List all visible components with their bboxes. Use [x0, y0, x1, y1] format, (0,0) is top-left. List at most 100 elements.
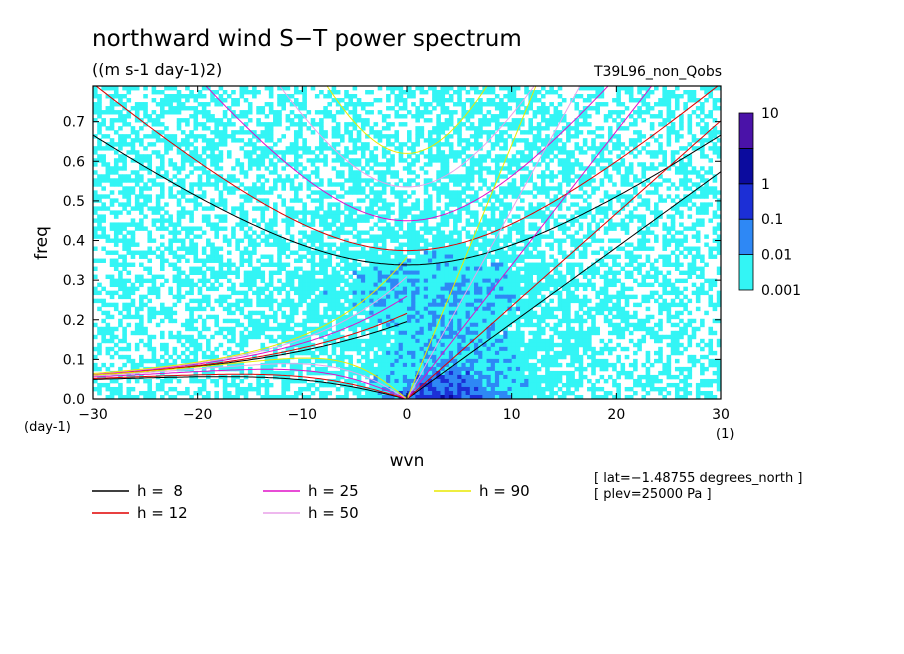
- heatmap-cell: [469, 294, 475, 300]
- heatmap-cell: [599, 182, 605, 187]
- heatmap-cell: [716, 242, 721, 247]
- heatmap-cell: [473, 162, 479, 167]
- heatmap-cell: [109, 314, 115, 320]
- heatmap-cell: [314, 314, 320, 320]
- heatmap-cell: [260, 230, 266, 235]
- heatmap-cell: [402, 254, 408, 259]
- heatmap-cell: [348, 134, 353, 139]
- heatmap-cell: [465, 306, 471, 312]
- heatmap-cell: [486, 254, 492, 259]
- heatmap-cell: [323, 290, 328, 296]
- heatmap-cell: [674, 262, 680, 267]
- heatmap-cell: [155, 122, 161, 127]
- heatmap-cell: [109, 110, 115, 115]
- heatmap-cell: [407, 86, 412, 91]
- heatmap-cell: [582, 182, 588, 187]
- heatmap-cell: [628, 94, 634, 99]
- heatmap-cell: [373, 262, 379, 267]
- heatmap-cell: [511, 298, 517, 304]
- heatmap-cell: [218, 298, 224, 304]
- heatmap-cell: [189, 218, 194, 223]
- heatmap-cell: [591, 146, 596, 151]
- heatmap-cell: [411, 178, 416, 183]
- heatmap-cell: [151, 310, 157, 316]
- heatmap-cell: [628, 274, 634, 280]
- heatmap-cell: [637, 86, 642, 91]
- heatmap-cell: [473, 90, 479, 95]
- heatmap-cell: [482, 290, 487, 296]
- heatmap-cell: [662, 234, 667, 239]
- heatmap-cell: [139, 186, 144, 191]
- heatmap-cell: [159, 306, 165, 312]
- heatmap-cell: [553, 194, 559, 199]
- heatmap-cell: [524, 146, 529, 151]
- heatmap-cell: [633, 310, 638, 316]
- heatmap-cell: [457, 286, 462, 292]
- heatmap-cell: [524, 158, 529, 163]
- heatmap-cell: [365, 278, 370, 284]
- heatmap-cell: [268, 130, 274, 135]
- heatmap-cell: [515, 226, 521, 231]
- heatmap-cell: [344, 214, 349, 219]
- heatmap-cell: [268, 190, 274, 195]
- heatmap-cell: [101, 134, 106, 139]
- heatmap-cell: [260, 130, 266, 135]
- heatmap-cell: [172, 194, 178, 199]
- heatmap-cell: [499, 98, 504, 103]
- heatmap-cell: [658, 310, 663, 316]
- heatmap-cell: [587, 234, 592, 239]
- heatmap-cell: [486, 222, 492, 227]
- heatmap-cell: [540, 154, 546, 159]
- heatmap-cell: [197, 166, 203, 171]
- heatmap-cell: [113, 250, 119, 255]
- heatmap-cell: [545, 162, 550, 167]
- heatmap-cell: [658, 294, 663, 300]
- heatmap-cell: [172, 278, 178, 284]
- heatmap-cell: [386, 282, 391, 288]
- heatmap-cell: [226, 302, 232, 308]
- heatmap-cell: [486, 282, 492, 288]
- heatmap-cell: [310, 218, 316, 223]
- heatmap-cell: [666, 138, 672, 143]
- heatmap-cell: [465, 218, 471, 223]
- heatmap-cell: [360, 122, 366, 127]
- heatmap-cell: [561, 98, 567, 103]
- heatmap-cell: [97, 182, 102, 187]
- heatmap-cell: [327, 254, 333, 259]
- heatmap-cell: [155, 206, 161, 211]
- heatmap-cell: [448, 110, 454, 115]
- heatmap-cell: [553, 154, 559, 159]
- heatmap-cell: [528, 254, 533, 259]
- heatmap-cell: [264, 86, 270, 91]
- heatmap-cell: [670, 286, 676, 292]
- heatmap-cell: [331, 266, 337, 271]
- heatmap-cell: [348, 110, 353, 115]
- heatmap-cell: [134, 134, 140, 139]
- heatmap-cell: [386, 158, 391, 163]
- heatmap-cell: [595, 158, 600, 163]
- heatmap-cell: [256, 166, 261, 171]
- heatmap-cell: [277, 102, 282, 107]
- heatmap-cell: [616, 94, 621, 99]
- heatmap-cell: [649, 266, 655, 271]
- heatmap-cell: [293, 250, 299, 255]
- heatmap-cell: [264, 198, 270, 203]
- heatmap-cell: [503, 142, 508, 147]
- heatmap-cell: [155, 114, 161, 119]
- heatmap-cell: [285, 290, 291, 296]
- heatmap-cell: [637, 230, 642, 235]
- heatmap-cell: [222, 238, 228, 243]
- heatmap-cell: [189, 238, 194, 243]
- heatmap-cell: [193, 282, 199, 288]
- heatmap-cell: [473, 302, 479, 308]
- heatmap-cell: [281, 98, 286, 103]
- heatmap-cell: [473, 214, 479, 219]
- heatmap-cell: [624, 286, 630, 292]
- heatmap-cell: [700, 110, 705, 115]
- heatmap-cell: [390, 230, 395, 235]
- heatmap-cell: [210, 118, 215, 123]
- heatmap-cell: [419, 98, 425, 103]
- heatmap-cell: [478, 294, 483, 300]
- heatmap-cell: [595, 306, 600, 312]
